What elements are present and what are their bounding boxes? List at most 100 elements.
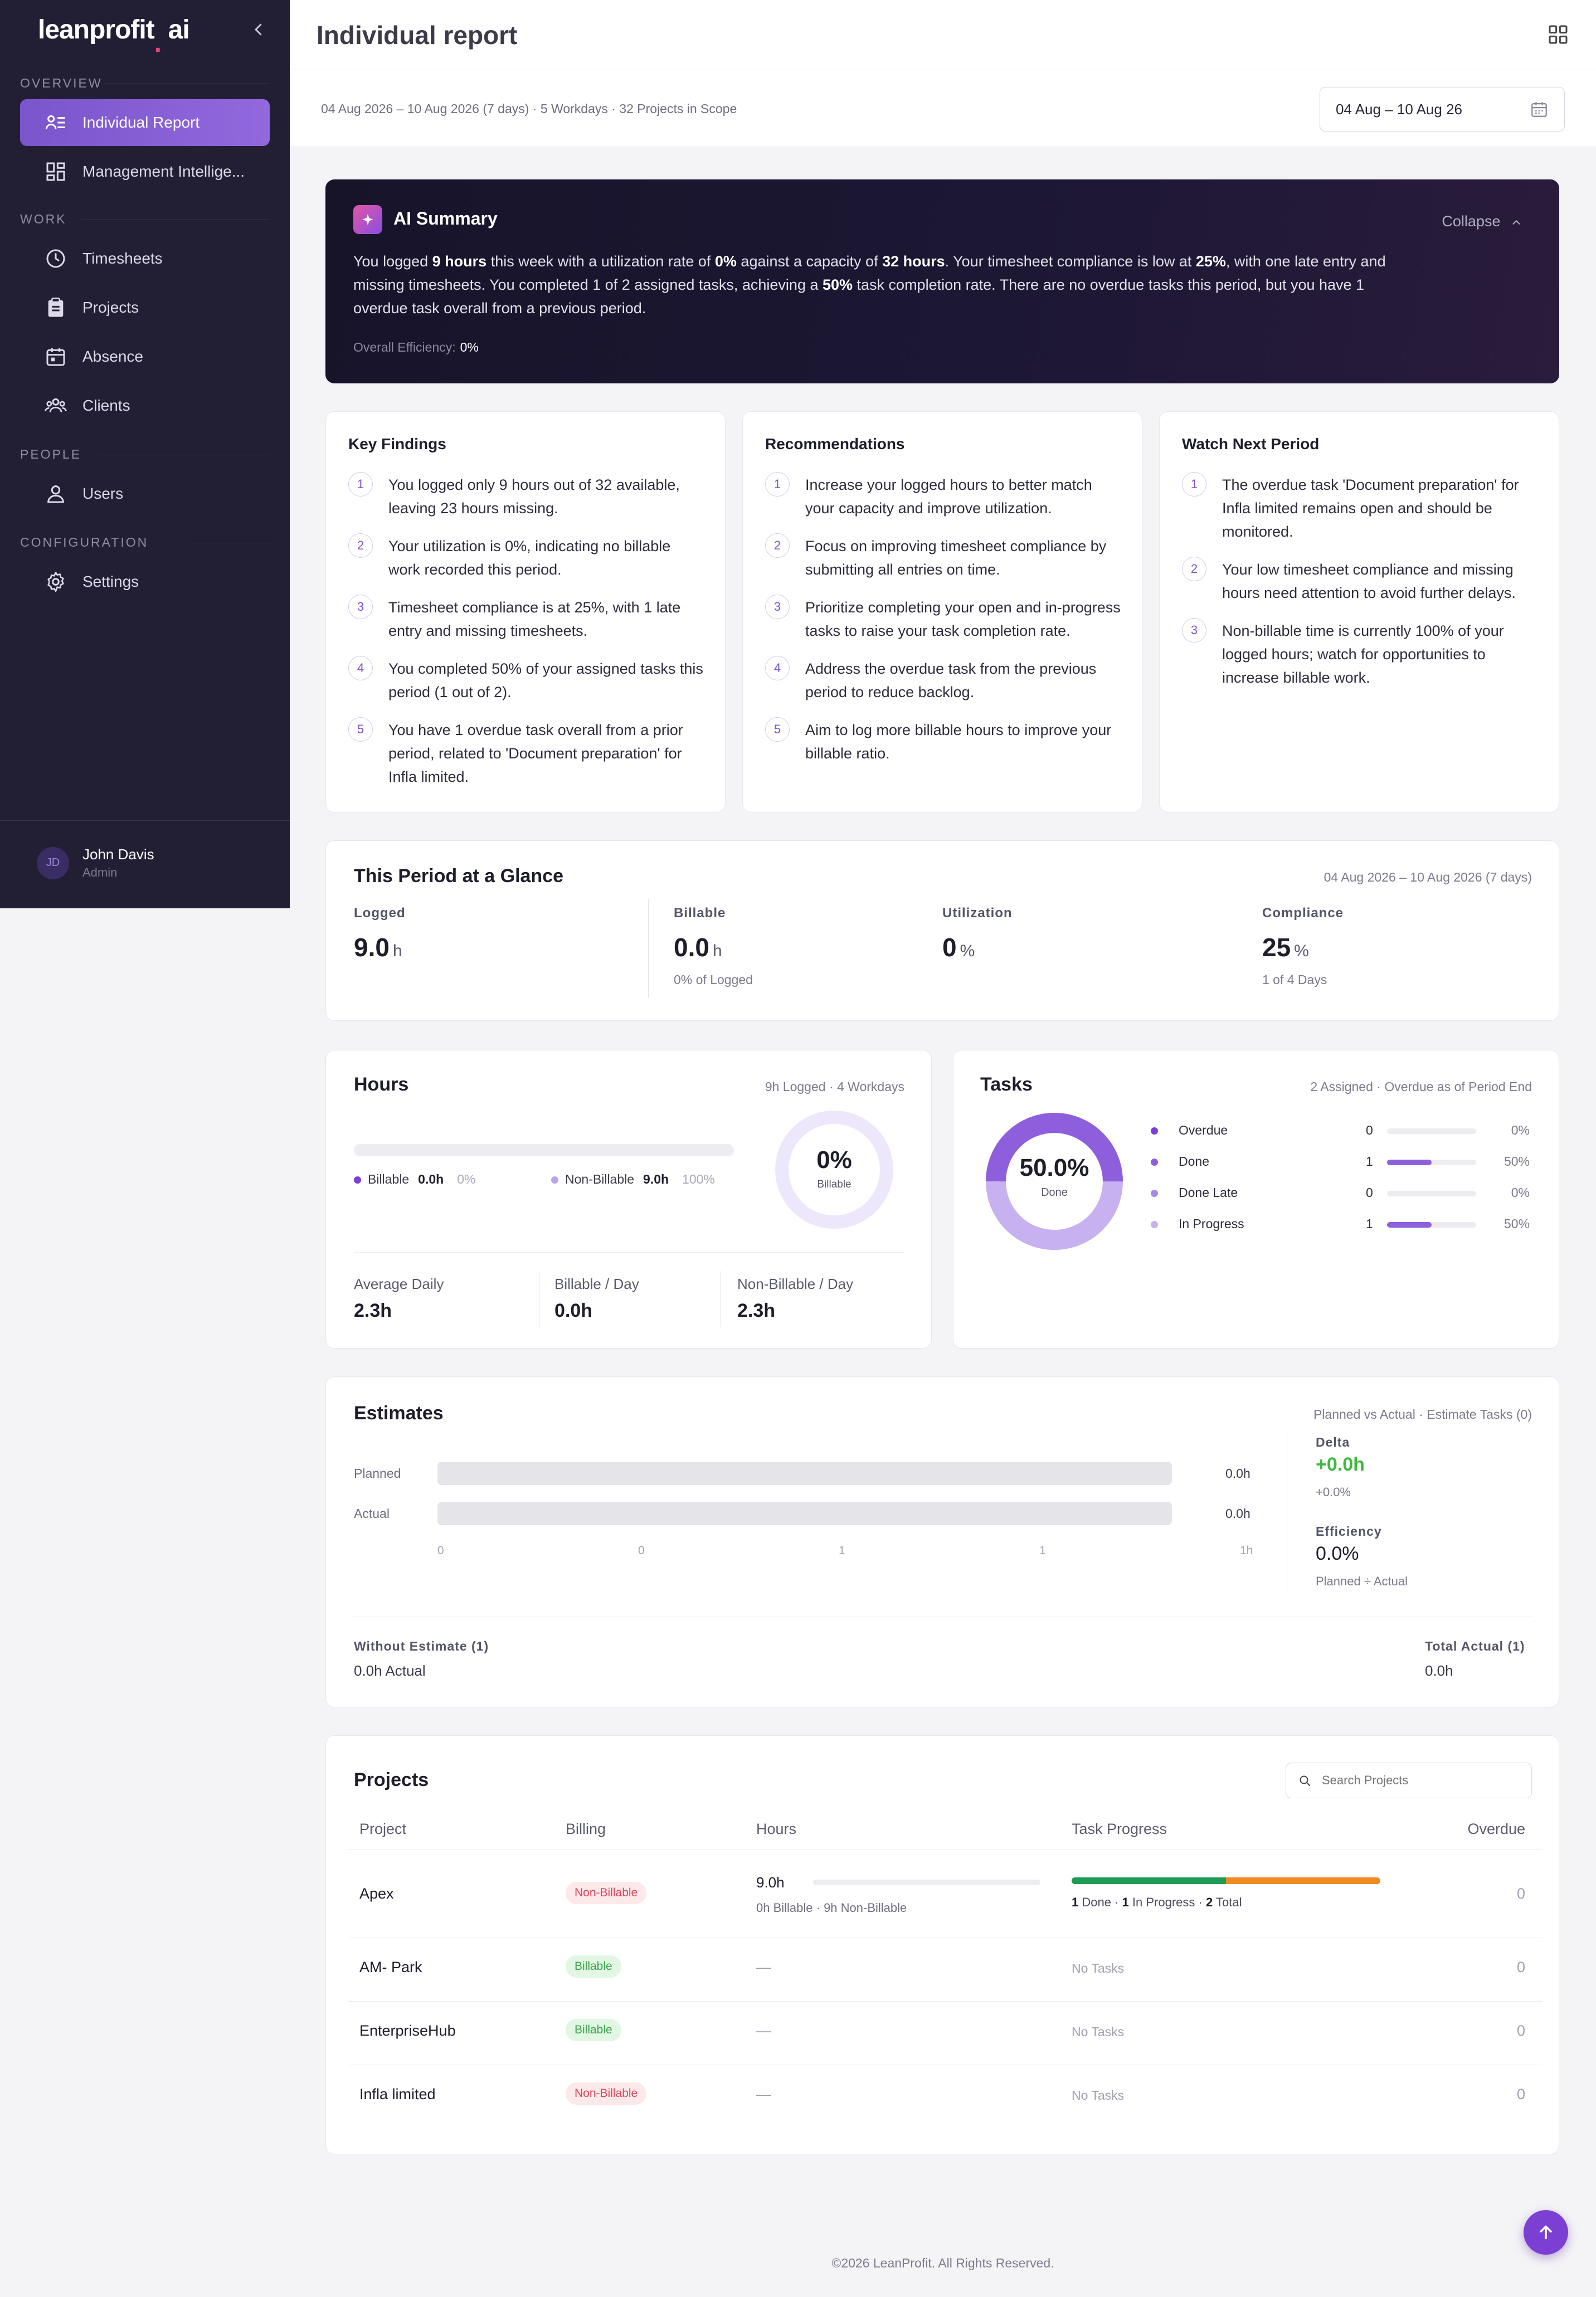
task-progress-bar	[1072, 1877, 1380, 1884]
scroll-to-top-button[interactable]	[1524, 2210, 1568, 2255]
status-count: 1	[1366, 1216, 1373, 1231]
recommendations-card: Recommendations 1 Increase your logged ho…	[742, 411, 1142, 812]
estimates-meta: Planned vs Actual · Estimate Tasks (0)	[1313, 1407, 1532, 1422]
list-item: 4 Address the overdue task from the previ…	[765, 656, 1122, 704]
sidebar-item-individual-report[interactable]: Individual Report	[20, 99, 270, 146]
column-header-task-progress[interactable]: Task Progress	[1072, 1821, 1167, 1837]
search-icon	[1300, 1775, 1310, 1786]
billable-ring-label: Billable	[817, 1179, 851, 1190]
tasks-title: Tasks	[980, 1074, 1033, 1095]
billable-ratio-bar	[354, 1144, 734, 1156]
collapse-button[interactable]: Collapse	[1442, 213, 1522, 230]
gear-icon	[47, 572, 64, 592]
status-bar	[1387, 1160, 1476, 1165]
date-range-picker[interactable]: 04 Aug – 10 Aug 26	[1320, 87, 1565, 132]
status-name: Done	[1179, 1154, 1209, 1169]
status-bar-fill	[1387, 1160, 1432, 1165]
sidebar-item-clients[interactable]: Clients	[20, 382, 270, 429]
list-number: 2	[348, 533, 373, 558]
user-icon	[47, 485, 64, 503]
date-range-value: 04 Aug – 10 Aug 26	[1336, 101, 1462, 118]
avatar: JD	[37, 846, 69, 879]
key-findings-card: Key Findings 1 You logged only 9 hours ou…	[325, 411, 726, 812]
task-progress-summary: No Tasks	[1072, 2025, 1125, 2039]
total-actual-value: 0.0h	[1425, 1662, 1453, 1679]
user-profile[interactable]: JD John Davis Admin	[37, 846, 154, 880]
sidebar-item-users[interactable]: Users	[20, 470, 270, 517]
list-item: 2 Focus on improving timesheet compliance…	[765, 533, 1122, 581]
planned-bar	[437, 1462, 1172, 1485]
delta-sub: +0.0%	[1316, 1485, 1351, 1499]
footer-copyright: ©2026 LeanProfit. All Rights Reserved.	[831, 2256, 1054, 2270]
status-bar-fill	[1387, 1222, 1432, 1228]
status-dot	[1151, 1221, 1158, 1228]
planned-label: Planned	[354, 1466, 401, 1481]
list-item: 4 You completed 50% of your assigned task…	[348, 656, 705, 704]
list-number: 1	[765, 472, 790, 497]
nonbillable-day-value: 2.3h	[737, 1300, 776, 1321]
user-name: John Davis	[82, 846, 154, 863]
sidebar-item-label: Settings	[82, 573, 139, 590]
sidebar-item-timesheets[interactable]: Timesheets	[20, 235, 270, 282]
projects-search-input[interactable]	[1322, 1770, 1522, 1791]
billable-sub: 0% of Logged	[674, 972, 753, 987]
list-number: 3	[1182, 618, 1206, 643]
billable-legend: Billable 0.0h 0%	[354, 1172, 475, 1187]
list-item: 2 Your low timesheet compliance and missi…	[1182, 557, 1539, 605]
status-bar	[1387, 1128, 1476, 1134]
sidebar-collapse-button[interactable]	[249, 21, 269, 41]
list-text: Your low timesheet compliance and missin…	[1222, 561, 1516, 601]
sidebar-item-projects[interactable]: Projects	[20, 284, 270, 331]
list-number: 2	[1182, 557, 1206, 581]
task-status-row: In Progress 1 50%	[1151, 1213, 1530, 1235]
billing-badge: Non-Billable	[566, 2082, 647, 2105]
nav-section-configuration: CONFIGURATION	[20, 535, 270, 550]
overdue-count: 0	[1516, 2022, 1525, 2039]
task-progress-summary: No Tasks	[1072, 2088, 1125, 2103]
list-text: Your utilization is 0%, indicating no bi…	[388, 538, 671, 578]
hours-value: —	[756, 1959, 771, 1975]
list-text: The overdue task 'Document preparation' …	[1222, 476, 1519, 540]
column-header-hours[interactable]: Hours	[756, 1821, 797, 1837]
brand-logo[interactable]: leanprofit. ai	[38, 15, 190, 58]
clients-icon	[45, 398, 67, 412]
status-dot	[1151, 1190, 1158, 1197]
report-toolbar: 04 Aug 2026 – 10 Aug 2026 (7 days) · 5 W…	[290, 70, 1596, 147]
layout-toggle-button[interactable]	[1547, 23, 1569, 46]
axis-tick: 1	[839, 1544, 845, 1557]
status-percent: 50%	[1503, 1154, 1530, 1169]
column-header-overdue[interactable]: Overdue	[1467, 1821, 1525, 1837]
sidebar-item-label: Individual Report	[82, 114, 200, 131]
sidebar-item-management-intelligence[interactable]: Management Intellige...	[20, 148, 270, 195]
estimates-card: Estimates Planned vs Actual · Estimate T…	[325, 1376, 1559, 1707]
sidebar-item-label: Users	[82, 485, 124, 502]
column-header-billing[interactable]: Billing	[566, 1821, 606, 1837]
table-divider	[348, 2001, 1542, 2002]
period-glance-card: This Period at a Glance 04 Aug 2026 – 10…	[325, 840, 1559, 1021]
status-percent: 0%	[1511, 1123, 1530, 1137]
ai-summary-title: AI Summary	[393, 208, 498, 228]
projects-card: Projects Project Billing Hours Task Prog…	[325, 1735, 1559, 2154]
billable-value: 0.0 h	[674, 933, 722, 962]
list-text: Increase your logged hours to better mat…	[805, 476, 1092, 517]
ai-summary-text: You logged 9 hours this week with a util…	[353, 253, 1386, 317]
page-header: Individual report	[290, 0, 1596, 70]
sidebar-item-absence[interactable]: Absence	[20, 333, 270, 380]
billable-day-value: 0.0h	[554, 1300, 593, 1321]
chevron-left-icon	[255, 23, 262, 36]
sidebar-item-settings[interactable]: Settings	[20, 558, 270, 605]
column-header-project[interactable]: Project	[359, 1821, 407, 1837]
efficiency-label: Efficiency	[1316, 1524, 1382, 1539]
list-number: 5	[765, 717, 790, 742]
glance-divider	[648, 899, 649, 998]
clipboard-icon	[48, 298, 64, 317]
hours-breakdown: 0h Billable · 9h Non-Billable	[756, 1901, 907, 1915]
page-title: Individual report	[317, 21, 518, 50]
status-bar	[1387, 1222, 1476, 1228]
axis-tick: 0	[638, 1544, 645, 1557]
list-text: Non-billable time is currently 100% of y…	[1222, 622, 1504, 686]
nav-section-overview: OVERVIEW	[20, 76, 270, 91]
actual-label: Actual	[354, 1506, 390, 1521]
delta-value: +0.0h	[1316, 1454, 1365, 1475]
axis-tick: 0	[437, 1544, 444, 1557]
